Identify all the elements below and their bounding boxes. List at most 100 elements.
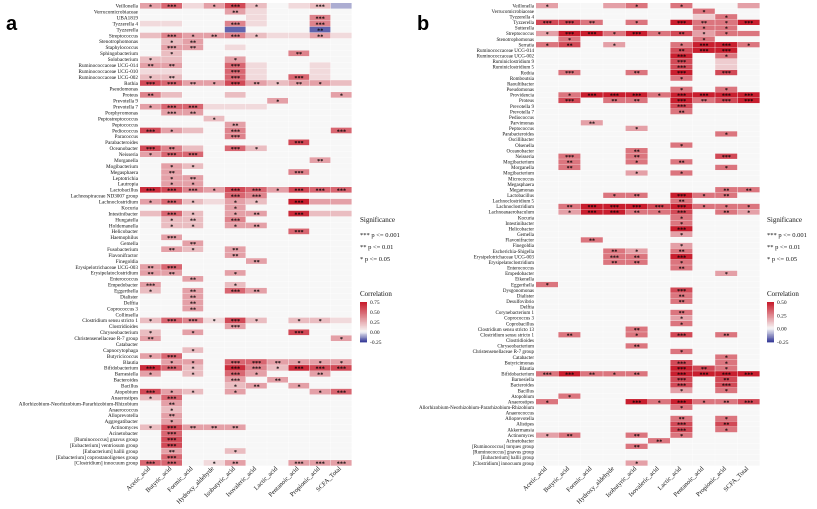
heatmap-cell <box>224 436 246 442</box>
row-label: Megamonas <box>510 188 534 193</box>
row-label: Haemophilus <box>110 235 138 241</box>
heatmap-cell <box>182 38 204 45</box>
significance-mark: * <box>191 182 194 189</box>
row-label: Providencia <box>510 94 535 99</box>
heatmap-cell <box>715 287 738 293</box>
heatmap-cell <box>182 92 204 98</box>
heatmap-cell <box>140 341 161 347</box>
heatmap-cell <box>309 163 331 169</box>
heatmap-cell <box>309 216 331 223</box>
heatmap-cell <box>288 181 310 187</box>
heatmap-cell <box>140 151 161 158</box>
significance-mark: *** <box>167 265 176 272</box>
heatmap-cell <box>267 436 288 442</box>
heatmap-cell <box>536 148 558 154</box>
colorbar-tick-label: 0.00 <box>777 327 787 333</box>
heatmap-cell <box>161 133 182 140</box>
heatmap-cell <box>648 92 670 98</box>
heatmap-cell <box>330 341 352 347</box>
heatmap-cell <box>715 203 738 210</box>
heatmap-cell <box>580 25 603 31</box>
significance-mark: ** <box>701 367 707 373</box>
significance-mark: *** <box>677 55 686 61</box>
significance-mark: ** <box>254 223 260 230</box>
heatmap-cell <box>203 406 225 413</box>
significance-mark: ** <box>232 461 238 468</box>
heatmap-cell <box>140 14 161 21</box>
heatmap-cell <box>715 360 738 366</box>
heatmap-cell <box>224 56 246 63</box>
heatmap-cell <box>737 304 760 310</box>
heatmap-cell <box>182 145 204 152</box>
heatmap-cell <box>648 69 670 76</box>
heatmap-cell <box>224 163 246 169</box>
row-label: Verrucomicrobiaceae <box>94 10 139 16</box>
row-label: Proteus <box>122 93 138 99</box>
heatmap-cell <box>558 415 581 422</box>
heatmap-cell <box>670 376 693 383</box>
significance-mark: * <box>680 434 683 440</box>
heatmap-cell <box>737 371 760 377</box>
heatmap-cell <box>715 304 738 310</box>
heatmap-cell <box>246 74 267 80</box>
heatmap-cell <box>267 133 288 140</box>
heatmap-cell <box>224 240 246 247</box>
heatmap-cell <box>161 394 182 401</box>
heatmap-cell <box>536 265 558 271</box>
heatmap-cell <box>648 8 670 14</box>
heatmap-cell <box>625 103 648 109</box>
heatmap-cell <box>692 415 715 422</box>
heatmap-cell <box>737 315 760 321</box>
significance-mark: *** <box>146 389 155 396</box>
heatmap-cell <box>580 399 603 405</box>
heatmap-cell <box>737 192 760 198</box>
heatmap-cell <box>737 404 760 410</box>
significance-mark: * <box>191 348 194 355</box>
heatmap-cell <box>558 399 581 405</box>
heatmap-cell <box>267 311 288 318</box>
heatmap-cell <box>670 81 693 87</box>
heatmap-cell <box>330 276 352 282</box>
heatmap-cell <box>224 80 246 86</box>
heatmap-cell <box>737 426 760 433</box>
heatmap-cell <box>558 304 581 310</box>
colorbar-segment <box>360 315 367 318</box>
heatmap-cell <box>692 432 715 438</box>
significance-mark: *** <box>252 194 261 201</box>
heatmap-cell <box>692 120 715 126</box>
heatmap-cell <box>715 348 738 355</box>
significance-mark: ** <box>679 49 685 55</box>
heatmap-cell <box>648 97 670 104</box>
row-label: Pediococcus <box>112 128 138 134</box>
heatmap-cell <box>267 62 288 68</box>
heatmap-cell <box>558 42 581 48</box>
heatmap-cell <box>670 14 693 20</box>
heatmap-cell <box>603 242 626 249</box>
significance-mark: *** <box>316 16 325 23</box>
heatmap-cell <box>246 246 267 253</box>
heatmap-cell <box>203 92 225 98</box>
significance-mark: * <box>191 366 194 373</box>
row-label: Ruminococcaceae UCG-014 <box>79 63 139 69</box>
significance-mark: * <box>725 32 728 38</box>
heatmap-cell <box>715 164 738 171</box>
heatmap-cell <box>603 387 626 394</box>
heatmap-cell <box>536 320 558 327</box>
heatmap-cell <box>246 234 267 241</box>
row-label: Finegoldia <box>513 244 535 249</box>
heatmap-cell <box>140 32 161 39</box>
heatmap-cell <box>140 192 161 199</box>
heatmap-cell <box>267 216 288 223</box>
heatmap-cell <box>715 175 738 182</box>
heatmap-cell <box>536 387 558 394</box>
heatmap-cell <box>536 259 558 265</box>
row-label: Alloprevotella <box>505 417 535 422</box>
heatmap-cell <box>203 86 225 92</box>
heatmap-cell <box>267 454 288 460</box>
heatmap-cell <box>288 228 310 235</box>
heatmap-cell <box>140 127 161 134</box>
heatmap-cell <box>182 86 204 92</box>
significance-mark: * <box>213 461 216 468</box>
significance-mark: ** <box>190 176 196 183</box>
heatmap-cell <box>715 103 738 109</box>
